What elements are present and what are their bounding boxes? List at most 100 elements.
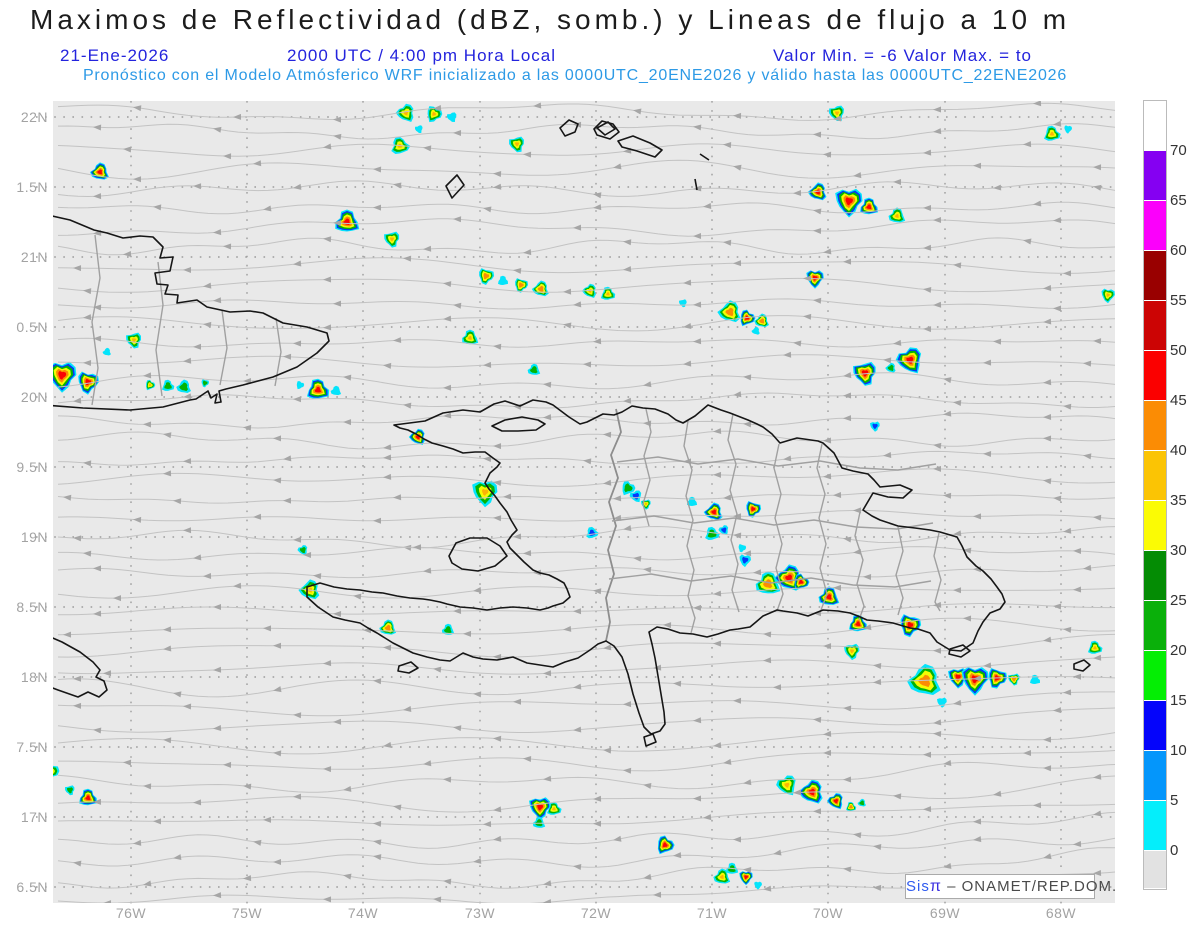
storm-cell-yellow — [600, 286, 616, 300]
colorbar-segment-55-60 — [1144, 251, 1166, 301]
storm-cell-yellow — [509, 136, 524, 153]
border-haiti-dr — [605, 408, 622, 642]
colorbar-segment-15-20 — [1144, 651, 1166, 701]
colorbar-segment->70 — [1144, 101, 1166, 151]
colorbar-segment-30-35 — [1144, 501, 1166, 551]
lat-label-20N: 20N — [20, 389, 48, 405]
colorbar-label-0: 0 — [1170, 842, 1179, 859]
islet-dash-2 — [694, 178, 698, 191]
island-mona — [1073, 659, 1091, 672]
storm-cell-red — [860, 197, 879, 215]
storm-cell-red — [79, 788, 97, 806]
colorbar-label-20: 20 — [1170, 642, 1187, 659]
storm-cell-green — [885, 362, 896, 373]
storm-cell-orange — [515, 278, 529, 293]
storm-cell-cyan — [751, 326, 760, 335]
storm-cell-yellow — [547, 801, 562, 815]
storm-cell-blue — [870, 421, 880, 432]
colorbar-segment-40-45 — [1144, 401, 1166, 451]
colorbar-label-55: 55 — [1170, 292, 1187, 309]
storm-cell-green — [161, 379, 175, 391]
lat-label-17N: 17N — [20, 809, 48, 825]
colorbar-label-5: 5 — [1170, 792, 1179, 809]
storm-cell-orange — [717, 300, 741, 323]
lat-label-19N: 19N — [20, 529, 48, 545]
colorbar-segment-25-30 — [1144, 551, 1166, 601]
colorbar-label-40: 40 — [1170, 442, 1187, 459]
storm-cell-green — [857, 798, 866, 807]
lat-label-9.5N: 9.5N — [16, 459, 48, 475]
plot-background — [53, 101, 1115, 903]
border-cuba-2 — [155, 261, 164, 397]
storm-cell-cyan — [446, 112, 457, 122]
storm-cell-red — [90, 162, 110, 180]
island-little-inagua — [596, 121, 616, 136]
lon-label-76W: 76W — [115, 905, 147, 921]
coastline-jamaica — [53, 637, 108, 698]
lat-label-1.5N: 1.5N — [16, 179, 48, 195]
colorbar-segment-5-10 — [1144, 751, 1166, 801]
storm-cell-yellow — [462, 329, 479, 345]
coastline-hispaniola — [306, 399, 1006, 735]
storm-cell-cyan — [296, 381, 305, 390]
islet-dash-1 — [699, 153, 710, 161]
colorbar-label-25: 25 — [1170, 592, 1187, 609]
colorbar-label-70: 70 — [1170, 142, 1187, 159]
island-beata — [643, 733, 657, 747]
lat-label-7.5N: 7.5N — [16, 739, 48, 755]
storm-cell-cyan — [102, 347, 111, 356]
lon-label-71W: 71W — [696, 905, 728, 921]
colorbar-segment-50-55 — [1144, 301, 1166, 351]
storm-cell-green — [705, 526, 720, 540]
lon-label-69W: 69W — [929, 905, 961, 921]
storm-cell-green — [532, 816, 546, 828]
storm-cell-red — [306, 378, 330, 399]
storm-cell-red — [849, 614, 867, 632]
colorbar-segment-<0 — [1144, 851, 1166, 889]
storm-cell-green — [527, 363, 541, 375]
dbz-colorbar — [1143, 100, 1167, 890]
branding-box: Sisπ – ONAMET/REP.DOM. — [905, 874, 1116, 899]
storm-cell-orange — [479, 268, 495, 285]
lon-label-68W: 68W — [1045, 905, 1077, 921]
colorbar-segment-0-5 — [1144, 801, 1166, 851]
storm-cell-red — [835, 188, 863, 218]
streamlines — [57, 101, 1115, 903]
island-gonave — [448, 537, 508, 572]
storm-cell-yellow — [126, 332, 141, 349]
storm-cell-blue — [718, 525, 729, 536]
lon-label-74W: 74W — [347, 905, 379, 921]
storm-cell-yellow — [146, 379, 156, 391]
storm-cell-green — [297, 545, 308, 556]
lon-label-72W: 72W — [580, 905, 612, 921]
border-cuba-1 — [91, 234, 101, 406]
storm-cell-cyan — [1064, 125, 1072, 134]
colorbar-segment-65-70 — [1144, 151, 1166, 201]
colorbar-segment-10-15 — [1144, 701, 1166, 751]
storm-cell-yellow — [844, 643, 860, 661]
forecast-date: 21-Ene-2026 — [60, 46, 170, 65]
storm-cell-yellow — [1101, 288, 1115, 304]
colorbar-segment-45-50 — [1144, 351, 1166, 401]
colorbar-segment-35-40 — [1144, 451, 1166, 501]
lon-label-73W: 73W — [464, 905, 496, 921]
island-caicos-east — [593, 120, 620, 140]
storm-cell-orange — [846, 801, 857, 812]
storm-cell-yellow — [713, 868, 731, 884]
storm-cell-red — [53, 361, 77, 393]
storm-cell-cyan — [330, 385, 342, 396]
storm-cell-yellow — [384, 231, 400, 248]
storm-cell-yellow — [1044, 125, 1061, 141]
storm-cell-cyan — [754, 881, 762, 890]
forecast-valid-time: 2000 UTC / 4:00 pm Hora Local — [287, 46, 557, 65]
branding-pi-icon: π — [929, 878, 942, 895]
storm-cell-blue — [739, 554, 751, 568]
colorbar-label-50: 50 — [1170, 342, 1187, 359]
province-borders — [91, 234, 942, 642]
colorbar-label-35: 35 — [1170, 492, 1187, 509]
island-saona — [948, 644, 971, 658]
colorbar-segment-20-25 — [1144, 601, 1166, 651]
storm-cell-yellow — [472, 480, 498, 508]
